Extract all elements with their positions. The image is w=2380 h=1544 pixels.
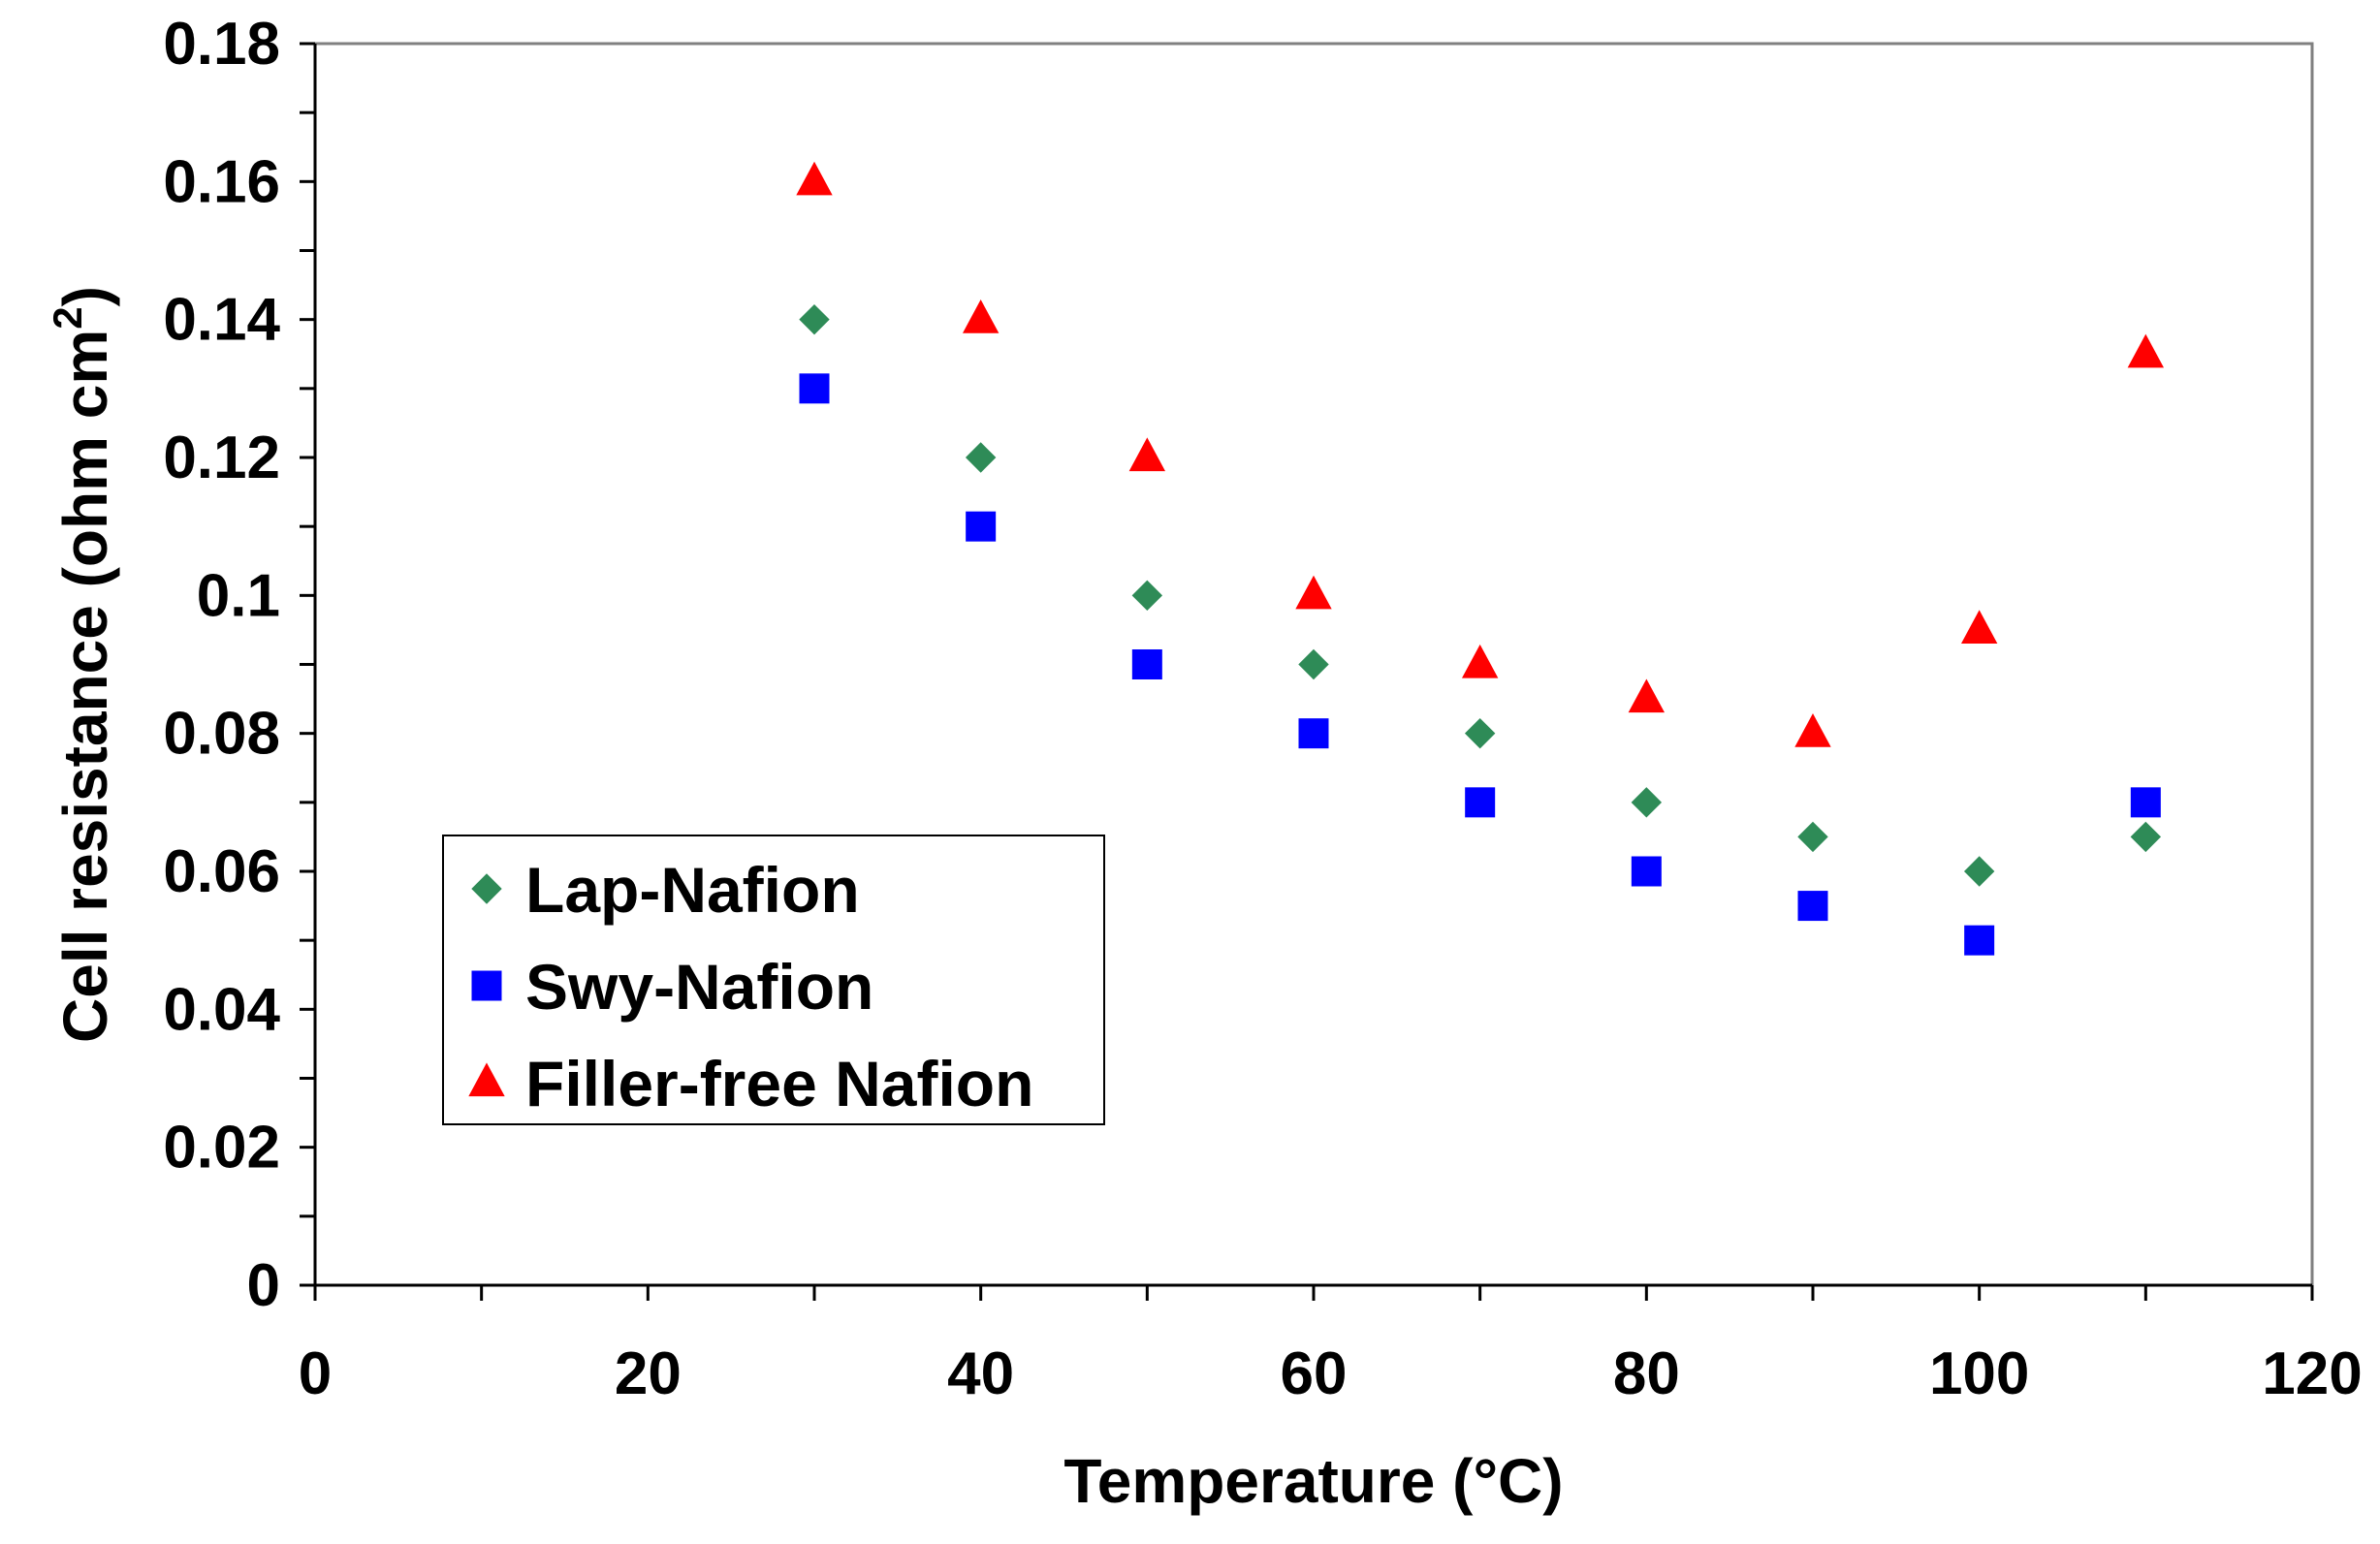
x-tick-label: 60 [1281, 1340, 1348, 1407]
y-tick-label: 0.02 [163, 1115, 280, 1182]
diamond-point [1131, 580, 1163, 612]
series-swy-nafion [799, 373, 2161, 956]
square-point [799, 373, 830, 404]
square-point [1797, 891, 1828, 922]
diamond-point [1963, 856, 1995, 887]
triangle-point [1628, 678, 1666, 713]
square-point [1964, 925, 1995, 956]
y-tick-label: 0 [247, 1252, 280, 1319]
x-tick-label: 120 [2262, 1340, 2362, 1407]
triangle-point [1461, 644, 1499, 678]
x-tick-label: 40 [947, 1340, 1014, 1407]
x-tick-label: 80 [1613, 1340, 1680, 1407]
y-axis-title-main: Cell resistance (ohm cm [50, 330, 120, 1043]
diamond-point [799, 303, 830, 335]
x-tick-label: 100 [1929, 1340, 2029, 1407]
y-tick-label: 0.16 [163, 148, 280, 215]
square-point [1131, 649, 1162, 679]
legend-label: Lap-Nafion [525, 854, 860, 926]
square-point [966, 511, 997, 542]
legend-item: Filler-free Nafion [468, 1048, 1033, 1119]
legend-diamond-icon [471, 873, 502, 904]
triangle-point [1960, 610, 1998, 645]
legend-label: Swy-Nafion [525, 951, 873, 1023]
y-axis-title-superscript: 2 [45, 306, 90, 329]
triangle-point [962, 299, 1000, 333]
triangle-point [1295, 575, 1332, 610]
legend-item: Lap-Nafion [471, 854, 860, 926]
tick-labels: 0 0.02 0.04 0.06 0.08 0.1 0.12 0.14 0.16 0.18 0 20 4… [163, 11, 2362, 1407]
diamond-point [2130, 821, 2162, 853]
x-tick-label: 0 [299, 1340, 332, 1407]
diamond-point [1631, 787, 1663, 818]
y-tick-label: 0.14 [163, 287, 280, 354]
legend-box [442, 835, 1105, 1125]
legend-item: Swy-Nafion [471, 951, 873, 1023]
square-point [2130, 787, 2161, 818]
legend-label: Filler-free Nafion [525, 1048, 1033, 1119]
square-point [1298, 718, 1329, 749]
triangle-point [796, 161, 833, 196]
series-filler-free-nafion [796, 161, 2165, 747]
y-tick-label: 0.12 [163, 425, 280, 491]
y-tick-label: 0.08 [163, 701, 280, 768]
diamond-point [1298, 648, 1329, 680]
data-markers [796, 161, 2165, 956]
triangle-point [1794, 713, 1831, 747]
triangle-point [2127, 333, 2165, 368]
y-tick-label: 0.1 [197, 562, 280, 629]
legend-items: Lap-Nafion Swy-Nafion Filler-free Nafion [468, 854, 1033, 1119]
square-point [1631, 856, 1662, 887]
y-tick-label: 0.04 [163, 976, 280, 1043]
legend: Lap-Nafion Swy-Nafion Filler-free Nafion [442, 835, 1105, 1125]
y-tick-label: 0.06 [163, 838, 280, 905]
x-tick-label: 20 [615, 1340, 682, 1407]
y-tick-label: 0.18 [163, 11, 280, 78]
y-axis-title-close: ) [50, 286, 120, 306]
legend-triangle-icon [468, 1062, 505, 1097]
x-axis-title: Temperature (°C) [1063, 1446, 1563, 1516]
triangle-point [1128, 437, 1166, 472]
legend-square-icon [471, 970, 502, 1001]
diamond-point [1464, 717, 1496, 749]
y-axis-title: Cell resistance (ohm cm2) [45, 286, 120, 1043]
square-point [1465, 787, 1496, 818]
diamond-point [1797, 821, 1828, 853]
diamond-point [965, 442, 997, 473]
series-lap-nafion [799, 303, 2162, 887]
tick-marks [300, 42, 2314, 1301]
